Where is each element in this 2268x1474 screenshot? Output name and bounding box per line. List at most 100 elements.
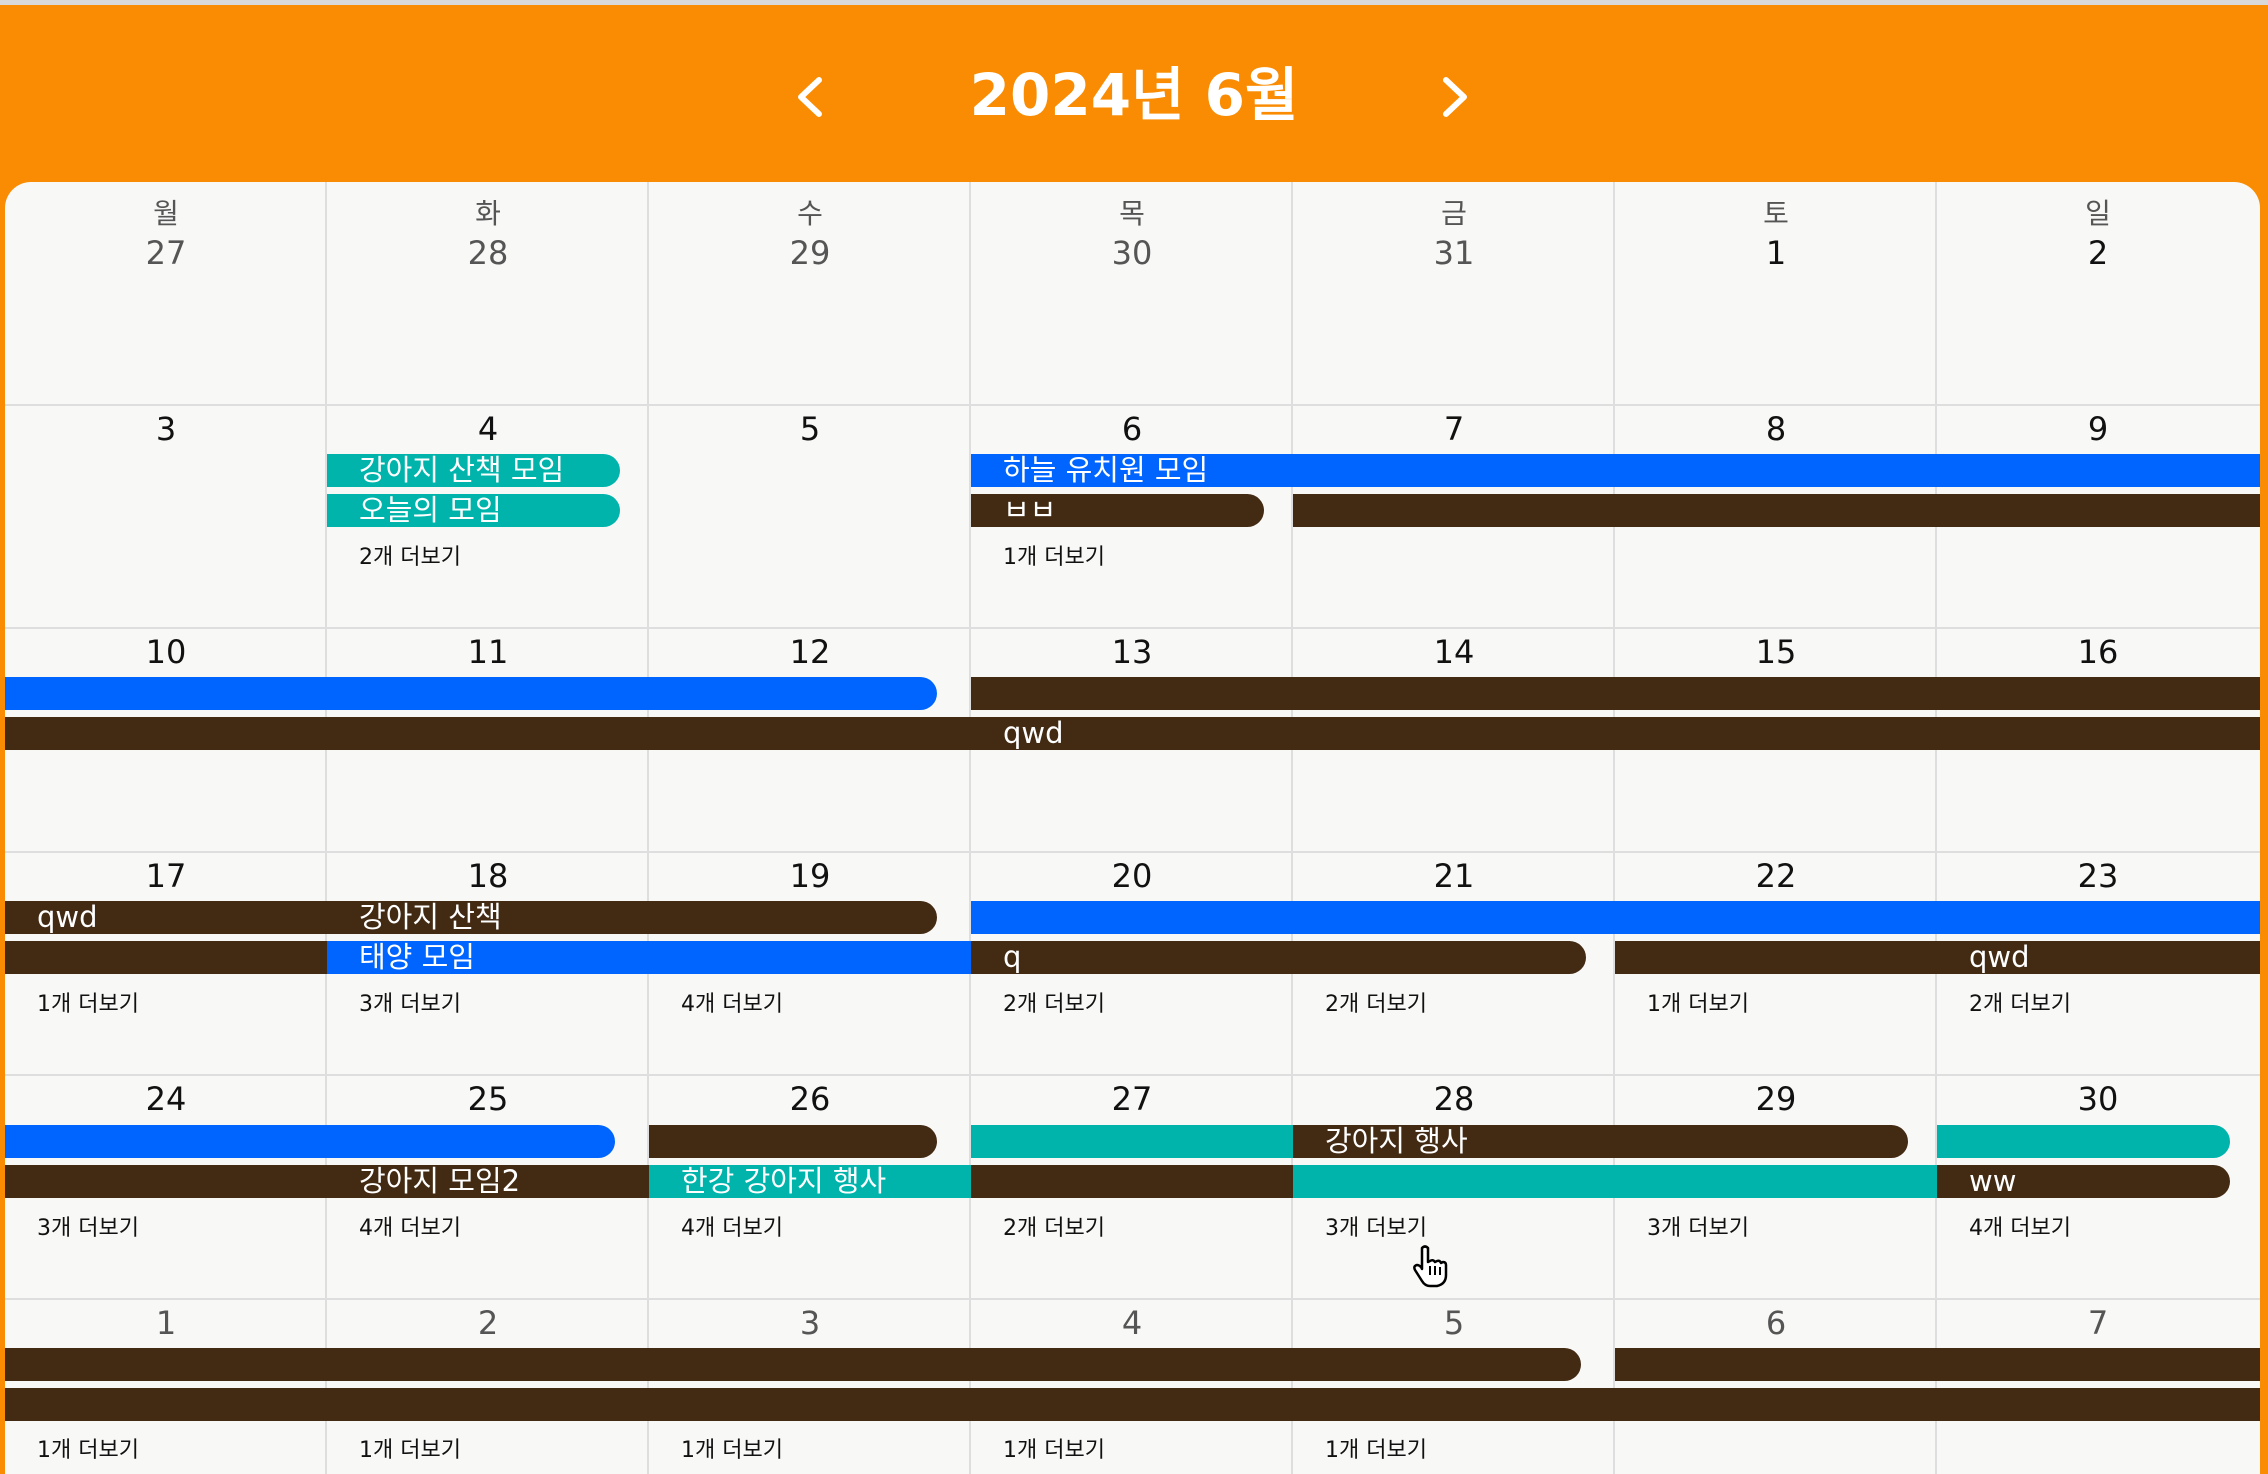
event-bar[interactable]: [1293, 494, 2260, 527]
day-number[interactable]: 5: [799, 410, 821, 448]
day-number[interactable]: 9: [2087, 410, 2109, 448]
event-bar[interactable]: 강아지 행사: [1293, 1125, 1908, 1158]
more-link[interactable]: 2개 더보기: [1325, 992, 1427, 1017]
event-bar[interactable]: [971, 1165, 1293, 1198]
day-number[interactable]: 3: [799, 1304, 821, 1342]
day-number[interactable]: 12: [789, 633, 831, 671]
event-bar[interactable]: [1293, 1165, 1937, 1198]
event-bar[interactable]: ㅂㅂ: [971, 494, 1264, 527]
day-number[interactable]: 24: [145, 1080, 187, 1118]
day-number[interactable]: 29: [789, 234, 831, 272]
day-number[interactable]: 28: [467, 234, 509, 272]
day-number[interactable]: 29: [1755, 1080, 1797, 1118]
day-number[interactable]: 7: [2087, 1304, 2109, 1342]
event-bar[interactable]: [1937, 1125, 2230, 1158]
day-number[interactable]: 2: [477, 1304, 499, 1342]
day-number[interactable]: 10: [145, 633, 187, 671]
day-number[interactable]: 4: [477, 410, 499, 448]
day-number[interactable]: 6: [1121, 410, 1143, 448]
event-bar[interactable]: 강아지 산책 모임: [327, 454, 620, 487]
more-link[interactable]: 3개 더보기: [1325, 1216, 1427, 1241]
chevron-left-icon[interactable]: [775, 62, 845, 132]
event-bar[interactable]: qwd: [5, 901, 327, 934]
day-number[interactable]: 16: [2077, 633, 2119, 671]
event-bar[interactable]: [5, 941, 327, 974]
chevron-right-icon[interactable]: [1420, 62, 1490, 132]
more-link[interactable]: 1개 더보기: [1647, 992, 1749, 1017]
day-number[interactable]: 19: [789, 857, 831, 895]
more-link[interactable]: 2개 더보기: [1003, 1216, 1105, 1241]
day-number[interactable]: 20: [1111, 857, 1153, 895]
day-number[interactable]: 2: [2087, 234, 2109, 272]
day-number[interactable]: 28: [1433, 1080, 1475, 1118]
day-number[interactable]: 8: [1765, 410, 1787, 448]
more-link[interactable]: 4개 더보기: [681, 1216, 783, 1241]
event-bar[interactable]: [971, 1125, 1293, 1158]
day-number[interactable]: 11: [467, 633, 509, 671]
weekday-mon: 월: [153, 197, 179, 230]
event-bar[interactable]: 강아지 모임2: [5, 1165, 649, 1198]
day-number[interactable]: 30: [1111, 234, 1153, 272]
more-link[interactable]: 3개 더보기: [1647, 1216, 1749, 1241]
more-link[interactable]: 4개 더보기: [359, 1216, 461, 1241]
day-number[interactable]: 4: [1121, 1304, 1143, 1342]
day-number[interactable]: 30: [2077, 1080, 2119, 1118]
more-link[interactable]: 2개 더보기: [1003, 992, 1105, 1017]
more-link[interactable]: 2개 더보기: [1969, 992, 2071, 1017]
event-bar[interactable]: [971, 901, 2260, 934]
column-divider: [1613, 182, 1615, 1474]
day-number[interactable]: 1: [155, 1304, 177, 1342]
event-bar[interactable]: [1615, 1348, 2260, 1381]
more-link[interactable]: 2개 더보기: [359, 545, 461, 570]
event-bar[interactable]: [649, 1125, 937, 1158]
column-divider: [647, 182, 649, 1474]
event-bar[interactable]: qwd: [5, 717, 2260, 750]
event-bar[interactable]: [5, 677, 937, 710]
day-number[interactable]: 21: [1433, 857, 1475, 895]
more-link[interactable]: 1개 더보기: [1325, 1438, 1427, 1463]
more-link[interactable]: 1개 더보기: [681, 1438, 783, 1463]
column-divider: [969, 182, 971, 1474]
more-link[interactable]: 1개 더보기: [37, 992, 139, 1017]
more-link[interactable]: 3개 더보기: [359, 992, 461, 1017]
event-bar[interactable]: 오늘의 모임: [327, 494, 620, 527]
day-number[interactable]: 17: [145, 857, 187, 895]
more-link[interactable]: 4개 더보기: [1969, 1216, 2071, 1241]
more-link[interactable]: 1개 더보기: [359, 1438, 461, 1463]
event-bar[interactable]: qwd: [1615, 941, 2260, 974]
day-number[interactable]: 27: [145, 234, 187, 272]
day-number[interactable]: 22: [1755, 857, 1797, 895]
day-number[interactable]: 3: [155, 410, 177, 448]
event-bar[interactable]: [5, 1348, 1581, 1381]
event-bar[interactable]: [5, 1388, 2260, 1421]
event-bar[interactable]: [5, 1125, 615, 1158]
day-number[interactable]: 6: [1765, 1304, 1787, 1342]
event-bar[interactable]: 강아지 산책: [327, 901, 937, 934]
day-number[interactable]: 23: [2077, 857, 2119, 895]
day-number[interactable]: 5: [1443, 1304, 1465, 1342]
day-number[interactable]: 7: [1443, 410, 1465, 448]
day-number[interactable]: 31: [1433, 234, 1475, 272]
event-bar[interactable]: ww: [1937, 1165, 2230, 1198]
day-number[interactable]: 18: [467, 857, 509, 895]
month-title: 2024년 6월: [969, 61, 1299, 129]
day-number[interactable]: 15: [1755, 633, 1797, 671]
event-bar[interactable]: q: [971, 941, 1586, 974]
day-number[interactable]: 13: [1111, 633, 1153, 671]
day-number[interactable]: 25: [467, 1080, 509, 1118]
event-bar[interactable]: 태양 모임: [327, 941, 971, 974]
day-number[interactable]: 1: [1765, 234, 1787, 272]
event-bar[interactable]: 하늘 유치원 모임: [971, 454, 2260, 487]
more-link[interactable]: 1개 더보기: [1003, 1438, 1105, 1463]
event-bar[interactable]: 한강 강아지 행사: [649, 1165, 971, 1198]
weekday-tue: 화: [475, 197, 501, 230]
more-link[interactable]: 4개 더보기: [681, 992, 783, 1017]
day-number[interactable]: 14: [1433, 633, 1475, 671]
more-link[interactable]: 1개 더보기: [1003, 545, 1105, 570]
day-number[interactable]: 26: [789, 1080, 831, 1118]
event-bar[interactable]: [971, 677, 2260, 710]
more-link[interactable]: 1개 더보기: [37, 1438, 139, 1463]
day-number[interactable]: 27: [1111, 1080, 1153, 1118]
more-link[interactable]: 3개 더보기: [37, 1216, 139, 1241]
